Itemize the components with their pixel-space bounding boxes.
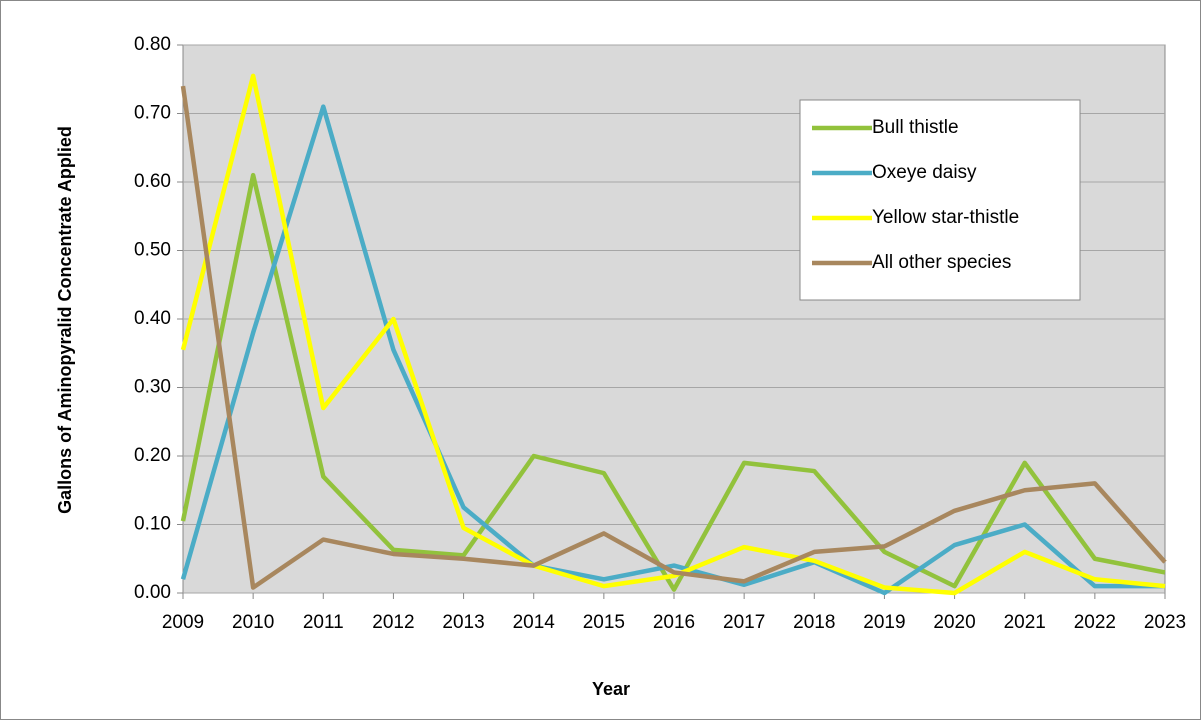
legend-label: Yellow star-thistle (872, 207, 1019, 228)
y-tick-label: 0.80 (134, 34, 171, 55)
x-tick-label: 2011 (303, 612, 344, 633)
x-tick-label: 2016 (653, 612, 695, 633)
series-line (180, 104, 1165, 596)
x-tick-label: 2021 (1004, 612, 1046, 633)
legend-label: Bull thistle (872, 117, 959, 138)
x-tick-label: 2023 (1144, 612, 1186, 633)
x-tick-label: 2020 (933, 612, 975, 633)
x-tick-label: 2015 (583, 612, 625, 633)
y-tick-label: 0.00 (134, 582, 171, 603)
series-line (180, 85, 1167, 590)
legend-label: All other species (872, 252, 1011, 273)
y-tick-label: 0.10 (134, 514, 171, 535)
y-tick-label: 0.40 (134, 308, 171, 329)
y-tick-label: 0.70 (134, 103, 171, 124)
x-tick-label: 2010 (232, 612, 274, 633)
y-tick-label: 0.60 (134, 171, 171, 192)
x-tick-label: 2009 (162, 612, 204, 633)
x-tick-label: 2019 (863, 612, 905, 633)
series-line (180, 73, 1166, 596)
y-axis-title: Gallons of Aminopyralid Concentrate Appl… (55, 126, 75, 514)
y-tick-label: 0.30 (134, 377, 171, 398)
y-tick-label: 0.50 (134, 240, 171, 261)
series-line (180, 172, 1166, 592)
legend-box (799, 99, 1081, 301)
x-tick-label: 2022 (1074, 612, 1116, 633)
x-tick-label: 2014 (513, 612, 556, 633)
legend-label: Oxeye daisy (872, 162, 977, 183)
x-tick-label: 2018 (793, 612, 835, 633)
y-tick-label: 0.20 (134, 445, 171, 466)
x-tick-label: 2012 (372, 612, 414, 633)
x-axis-title: Year (592, 679, 630, 699)
x-tick-label: 2013 (442, 612, 484, 633)
x-tick-label: 2017 (723, 612, 765, 633)
